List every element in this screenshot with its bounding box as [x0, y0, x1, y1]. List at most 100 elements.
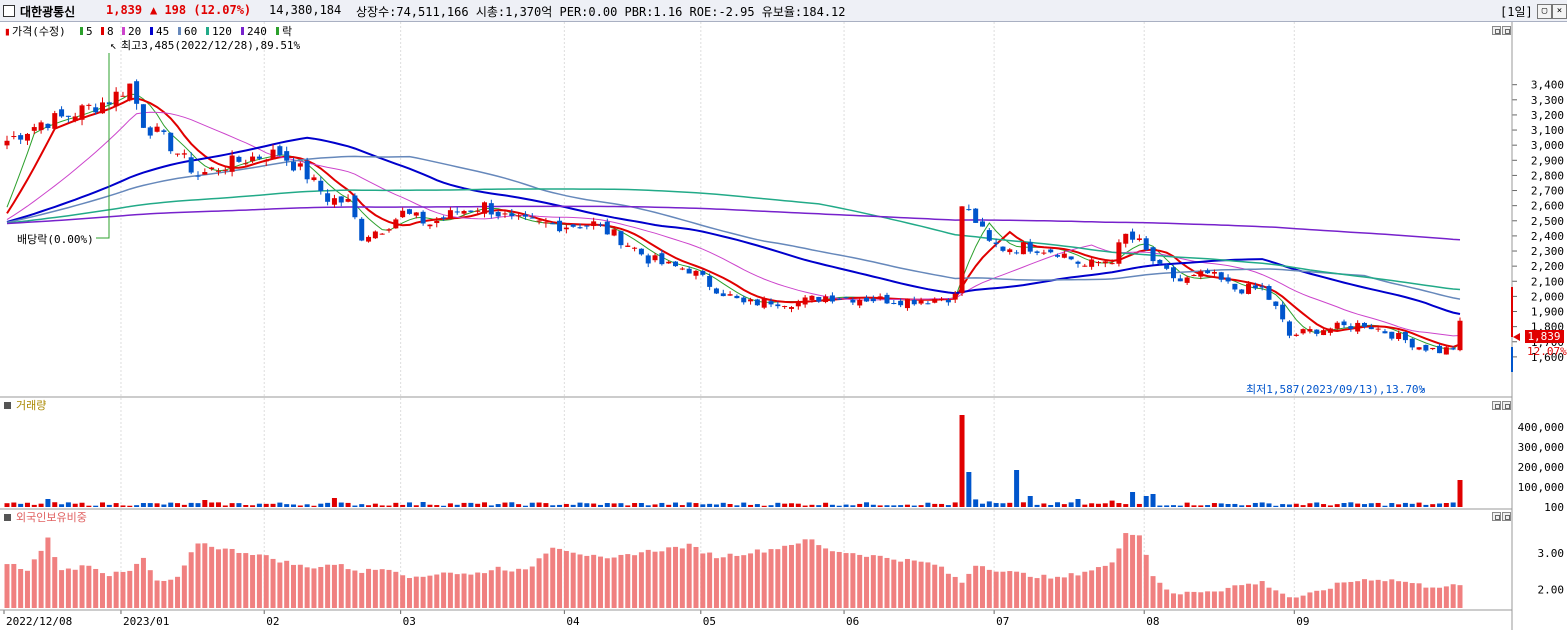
foreign-ownership-bar — [1457, 585, 1463, 608]
candle-body — [427, 224, 433, 227]
candle-body — [761, 298, 767, 308]
volume-bar — [209, 502, 215, 507]
restore-button[interactable]: ▢ — [1537, 4, 1552, 19]
candle-body — [543, 222, 549, 224]
volume-bar — [864, 502, 870, 507]
volume-panel-close-button[interactable] — [1502, 401, 1511, 410]
volume-bar — [1082, 504, 1088, 507]
candle-body — [1293, 334, 1299, 336]
foreign-panel-min-button[interactable] — [1492, 512, 1501, 521]
legend-ma-swatch — [122, 27, 125, 35]
candle-body — [366, 236, 372, 242]
foreign-ownership-bar — [209, 546, 215, 608]
foreign-panel-marker — [4, 514, 11, 521]
volume-bar — [1027, 496, 1033, 507]
candle-body — [993, 242, 999, 245]
period-selector[interactable]: [1일] — [1500, 5, 1533, 19]
volume-bar — [1307, 503, 1313, 507]
candle-body — [522, 214, 528, 217]
foreign-ownership-bar — [284, 560, 290, 608]
price-tick-label: 3,300 — [1531, 94, 1564, 107]
close-button[interactable]: × — [1552, 4, 1567, 19]
volume-bar — [993, 503, 999, 507]
month-label: 04 — [566, 615, 580, 628]
foreign-ownership-bar — [406, 578, 412, 608]
foreign-ownership-bar — [318, 566, 324, 608]
foreign-ownership-bar — [1177, 594, 1183, 608]
candle-body — [1123, 233, 1129, 244]
legend-price-label[interactable]: 가격(수정) — [12, 25, 66, 38]
candle-body — [1341, 321, 1347, 326]
volume-bar — [632, 503, 638, 507]
volume-bar — [543, 503, 549, 507]
foreign-ownership-bar — [1416, 583, 1422, 608]
volume-bar — [1061, 504, 1067, 507]
stock-name[interactable]: 대한광통신 — [20, 5, 76, 19]
foreign-ownership-bar — [1109, 562, 1115, 608]
candle-body — [482, 202, 488, 214]
legend-ex-label: 락 — [282, 25, 292, 38]
volume-bar — [570, 504, 576, 507]
volume-bar — [1437, 503, 1443, 507]
volume-bar — [1375, 502, 1381, 507]
month-label: 08 — [1146, 615, 1159, 628]
foreign-panel-close-button[interactable] — [1502, 512, 1511, 521]
candle-body — [1034, 251, 1040, 253]
foreign-ownership-bar — [1020, 572, 1026, 608]
current-pct-label: 12.07% — [1527, 345, 1567, 358]
foreign-ownership-bar — [823, 548, 829, 608]
volume-bar — [93, 505, 99, 507]
volume-bar — [270, 503, 276, 507]
candle-body — [918, 300, 924, 304]
volume-panel-min-button[interactable] — [1492, 401, 1501, 410]
candle-body — [1048, 249, 1054, 253]
foreign-ownership-bar — [1095, 567, 1101, 608]
volume-bar — [1218, 503, 1224, 507]
foreign-ownership-bar — [788, 544, 794, 608]
foreign-ownership-bar — [86, 565, 92, 608]
candle-body — [836, 298, 842, 300]
candle-body — [65, 115, 71, 117]
volume-bar — [1191, 505, 1197, 507]
volume-bar — [536, 502, 542, 507]
grid-lines — [120, 22, 1295, 610]
volume-bar — [775, 502, 781, 507]
candle-body — [563, 227, 569, 230]
select-checkbox[interactable] — [3, 5, 15, 17]
volume-bar — [120, 505, 126, 507]
foreign-ownership-bar — [18, 569, 24, 608]
foreign-ownership-bar — [748, 553, 754, 608]
foreign-ownership-bar — [775, 549, 781, 608]
foreign-ownership-bar — [625, 554, 631, 608]
volume-bar — [1020, 502, 1026, 507]
candle-body — [215, 170, 221, 172]
candle-body — [86, 104, 92, 106]
foreign-ownership-bar — [154, 580, 160, 608]
candle-body — [372, 231, 378, 239]
volume-bar — [1266, 503, 1272, 507]
candle-body — [297, 163, 303, 167]
volume-bar — [420, 502, 426, 507]
volume-bar — [1286, 504, 1292, 507]
price-panel-close-button[interactable] — [1502, 26, 1511, 35]
foreign-ownership-bar — [1430, 587, 1436, 608]
candle-body — [966, 209, 972, 211]
foreign-ownership-bar — [1246, 583, 1252, 608]
foreign-ownership-bar — [522, 569, 528, 608]
candle-body — [516, 215, 522, 217]
candle-body — [1170, 267, 1176, 279]
price-panel-min-button[interactable] — [1492, 26, 1501, 35]
foreign-ownership-bar — [79, 565, 85, 608]
candle-body — [1423, 344, 1429, 351]
candle-body — [748, 299, 754, 302]
candle-body — [707, 276, 713, 287]
foreign-ownership-bar — [782, 545, 788, 608]
candle-body — [1252, 285, 1258, 289]
volume-bar — [229, 503, 235, 507]
candle-body — [911, 299, 917, 305]
candle-body — [1116, 242, 1122, 264]
foreign-ownership-bar — [1048, 578, 1054, 608]
month-label: 09 — [1296, 615, 1309, 628]
foreign-ownership-bar — [482, 573, 488, 608]
candle-body — [263, 160, 269, 162]
